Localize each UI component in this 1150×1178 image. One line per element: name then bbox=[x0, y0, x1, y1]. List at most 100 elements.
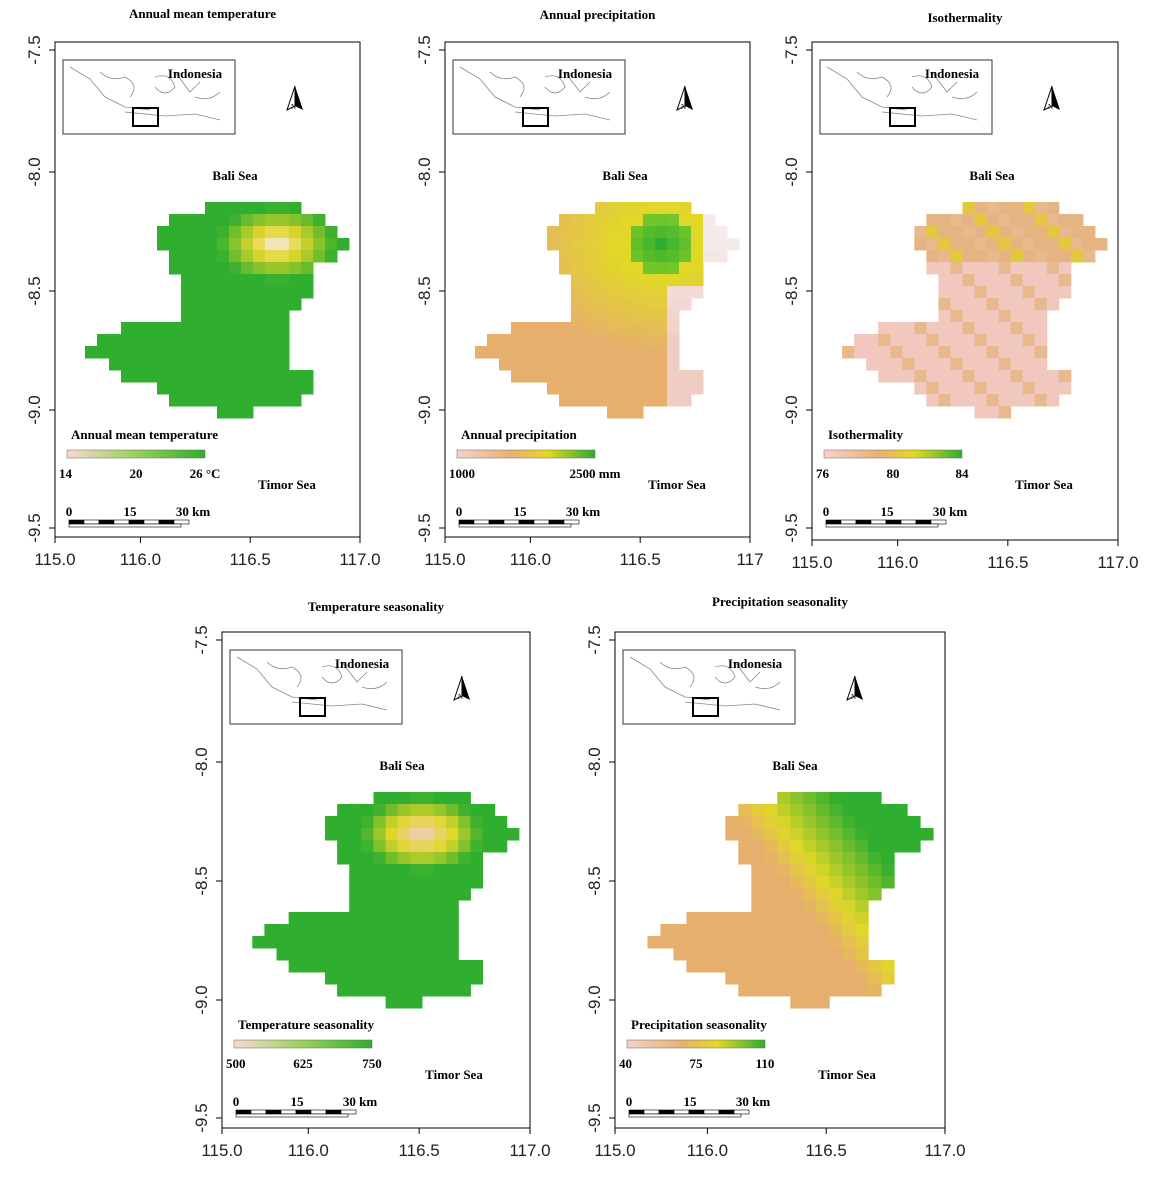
raster-cell bbox=[241, 202, 254, 215]
raster-cell bbox=[229, 370, 242, 383]
raster-cell bbox=[631, 238, 644, 251]
raster-cell bbox=[986, 214, 1000, 227]
raster-cell bbox=[607, 286, 620, 299]
north-label: N bbox=[291, 103, 296, 111]
raster-cell bbox=[229, 358, 242, 371]
north-arrow-dark bbox=[855, 676, 863, 700]
raster-cell bbox=[868, 864, 882, 877]
raster-cell bbox=[950, 370, 963, 383]
raster-cell bbox=[950, 298, 963, 311]
raster-cell bbox=[631, 322, 644, 335]
raster-cell bbox=[907, 828, 921, 841]
raster-cell bbox=[816, 936, 830, 949]
raster-cell bbox=[803, 888, 817, 901]
raster-cell bbox=[571, 250, 584, 263]
raster-cell bbox=[777, 960, 791, 973]
raster-cell bbox=[559, 370, 572, 383]
raster-cell bbox=[974, 262, 988, 275]
y-tick-label: -9.5 bbox=[192, 1103, 211, 1132]
raster-cell bbox=[950, 358, 963, 371]
raster-cell bbox=[523, 358, 536, 371]
inset-frame bbox=[229, 649, 403, 725]
raster-cell bbox=[938, 274, 951, 287]
map-title: Temperature seasonality bbox=[308, 599, 445, 614]
raster-cell bbox=[974, 370, 988, 383]
raster-cell bbox=[361, 888, 374, 901]
raster-cell bbox=[631, 406, 644, 419]
raster-cell bbox=[738, 960, 752, 973]
raster-cell bbox=[217, 274, 230, 287]
raster-cell bbox=[855, 792, 869, 805]
raster-cell bbox=[1010, 370, 1024, 383]
raster-cell bbox=[434, 876, 447, 889]
raster-cell bbox=[974, 226, 988, 239]
raster-cell bbox=[337, 804, 350, 817]
raster-cell bbox=[487, 346, 500, 359]
raster-cell bbox=[181, 262, 194, 275]
raster-cell bbox=[301, 238, 314, 251]
raster-cell bbox=[217, 358, 230, 371]
legend-tick-label: 40 bbox=[619, 1056, 632, 1071]
raster-cell bbox=[288, 936, 302, 949]
raster-cell bbox=[193, 298, 206, 311]
raster-cell bbox=[902, 346, 915, 359]
raster-cell bbox=[1070, 250, 1084, 263]
raster-cell bbox=[547, 358, 560, 371]
raster-cell bbox=[559, 250, 572, 263]
raster-cell bbox=[1010, 298, 1024, 311]
raster-cell bbox=[974, 322, 988, 335]
raster-cell bbox=[926, 346, 939, 359]
raster-cell bbox=[547, 346, 560, 359]
raster-cell bbox=[169, 370, 182, 383]
raster-cell bbox=[181, 298, 194, 311]
raster-cell bbox=[409, 864, 423, 877]
raster-cell bbox=[998, 382, 1012, 395]
raster-cell bbox=[1022, 370, 1036, 383]
raster-cell bbox=[751, 828, 765, 841]
raster-cell bbox=[313, 250, 326, 263]
raster-cell bbox=[950, 214, 963, 227]
raster-cell bbox=[619, 262, 632, 275]
raster-cell bbox=[607, 298, 620, 311]
raster-cell bbox=[738, 804, 752, 817]
legend-bar bbox=[626, 1039, 766, 1049]
raster-cell bbox=[349, 876, 362, 889]
raster-cell bbox=[667, 358, 680, 371]
x-tick-label: 116.0 bbox=[877, 553, 918, 572]
raster-cell bbox=[181, 394, 194, 407]
raster-cell bbox=[655, 262, 668, 275]
inset-frame bbox=[62, 59, 236, 135]
raster-cell bbox=[938, 214, 951, 227]
raster-cell bbox=[643, 214, 656, 227]
raster-cell bbox=[325, 226, 338, 239]
y-tick-label: -8.0 bbox=[782, 157, 801, 186]
raster-cell bbox=[803, 912, 817, 925]
raster-cell bbox=[691, 262, 704, 275]
scale-bar bbox=[128, 519, 145, 525]
raster-cell bbox=[738, 972, 752, 985]
raster-cell bbox=[397, 804, 411, 817]
raster-cell bbox=[686, 936, 700, 949]
scale-bar bbox=[628, 1109, 645, 1115]
raster-cell bbox=[643, 262, 656, 275]
raster-cell bbox=[409, 936, 423, 949]
raster-cell bbox=[446, 864, 459, 877]
raster-cell bbox=[205, 274, 218, 287]
scale-label: 15 bbox=[684, 1094, 698, 1109]
raster-cell bbox=[607, 346, 620, 359]
raster-cell bbox=[583, 238, 596, 251]
north-label: N bbox=[681, 103, 686, 111]
raster-cell bbox=[890, 346, 903, 359]
raster-cell bbox=[241, 214, 254, 227]
raster-cell bbox=[914, 226, 927, 239]
raster-cell bbox=[986, 262, 1000, 275]
raster-cell bbox=[361, 984, 374, 997]
raster-cell bbox=[803, 924, 817, 937]
raster-cell bbox=[181, 346, 194, 359]
raster-cell bbox=[169, 334, 182, 347]
legend-title: Temperature seasonality bbox=[238, 1017, 375, 1032]
raster-cell bbox=[499, 346, 512, 359]
raster-cell bbox=[277, 370, 290, 383]
raster-cell bbox=[881, 804, 895, 817]
raster-cell bbox=[482, 816, 496, 829]
